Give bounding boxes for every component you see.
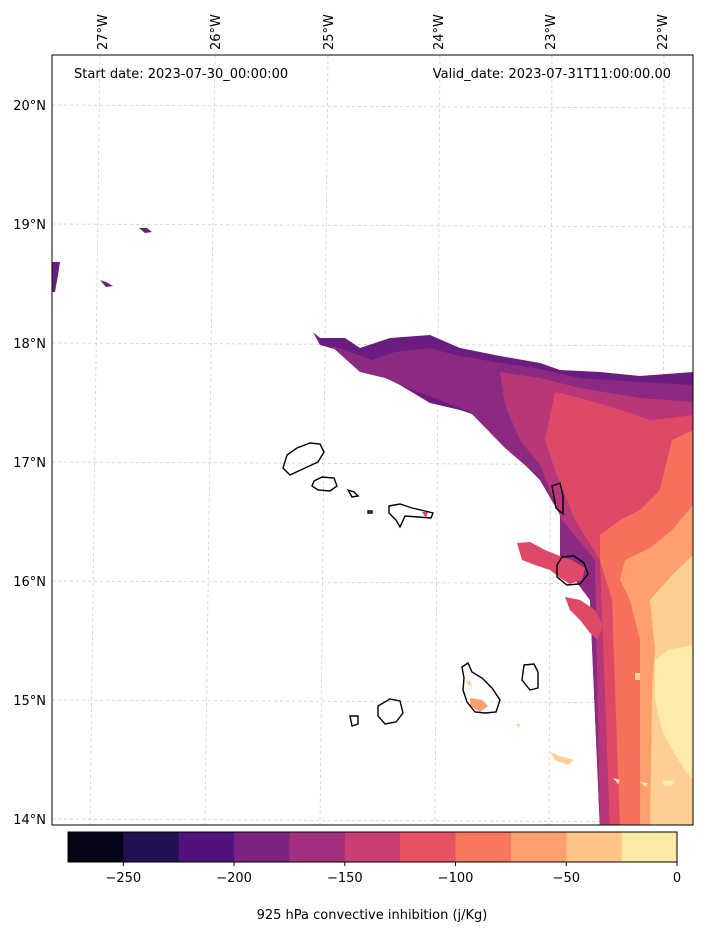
start-date-label: Start date: 2023-07-30_00:00:00 bbox=[74, 67, 288, 82]
colorbar-segment bbox=[621, 832, 678, 862]
cin-fleck-8 bbox=[635, 673, 640, 680]
cin-fleck-12 bbox=[516, 724, 520, 728]
lon-label-22w: 22°W bbox=[656, 14, 671, 50]
lat-label-14n: 14°N bbox=[13, 813, 46, 828]
colorbar-segment bbox=[68, 832, 124, 862]
colorbar-tick-label: −50 bbox=[553, 871, 580, 886]
lat-label-17n: 17°N bbox=[13, 456, 46, 471]
colorbar-tick-label: −150 bbox=[327, 871, 363, 886]
map-frame bbox=[51, 54, 694, 826]
colorbar-tick-label: 0 bbox=[673, 871, 681, 886]
cin-patch-red-2 bbox=[517, 542, 585, 584]
island-sal bbox=[551, 482, 564, 516]
lat-label-18n: 18°N bbox=[13, 337, 46, 352]
island-sao-vicente bbox=[311, 476, 338, 492]
cin-fleck-6 bbox=[466, 680, 472, 688]
cin-field bbox=[52, 228, 693, 825]
colorbar-ticks: −250 −200 −150 −100 −50 0 bbox=[106, 862, 681, 886]
lon-label-24w: 24°W bbox=[432, 14, 447, 50]
cin-fleck-11 bbox=[662, 780, 675, 786]
island-branco bbox=[367, 510, 373, 514]
lon-label-23w: 23°W bbox=[544, 14, 559, 50]
colorbar bbox=[68, 832, 678, 862]
lon-label-25w: 25°W bbox=[322, 14, 337, 50]
island-maio bbox=[521, 663, 539, 691]
colorbar-segment bbox=[510, 832, 567, 862]
lat-label-20n: 20°N bbox=[13, 99, 46, 114]
cin-fleck-3 bbox=[100, 280, 113, 287]
island-brava bbox=[349, 715, 359, 727]
cin-patch-red-3 bbox=[565, 597, 603, 640]
lat-label-15n: 15°N bbox=[13, 694, 46, 709]
island-boa-vista bbox=[556, 555, 589, 586]
lat-label-19n: 19°N bbox=[13, 218, 46, 233]
colorbar-frame bbox=[67, 831, 678, 863]
lon-label-26w: 26°W bbox=[209, 14, 224, 50]
colorbar-segment bbox=[178, 832, 235, 862]
cin-fleck-5 bbox=[470, 698, 488, 712]
lon-label-27w: 27°W bbox=[96, 14, 111, 50]
lat-label-16n: 16°N bbox=[13, 575, 46, 590]
island-sao-nicolau bbox=[388, 503, 434, 529]
valid-date-label: Valid_date: 2023-07-31T11:00:00.00 bbox=[433, 67, 671, 82]
colorbar-segment bbox=[344, 832, 401, 862]
coastlines bbox=[282, 442, 589, 727]
cin-fleck-2 bbox=[139, 228, 152, 233]
cin-fleck-1 bbox=[52, 262, 60, 292]
island-santa-luzia bbox=[346, 488, 360, 498]
colorbar-segment bbox=[400, 832, 457, 862]
colorbar-segment bbox=[234, 832, 290, 862]
island-santo-antao bbox=[282, 442, 325, 476]
colorbar-segment bbox=[566, 832, 623, 862]
cin-fleck-10 bbox=[640, 782, 648, 787]
colorbar-label: 925 hPa convective inhibition (j/Kg) bbox=[257, 908, 488, 923]
island-santiago bbox=[461, 661, 501, 714]
cin-fleck-9 bbox=[613, 778, 620, 784]
colorbar-tick-label: −100 bbox=[438, 871, 474, 886]
colorbar-segment bbox=[123, 832, 180, 862]
cin-band-yellow bbox=[655, 645, 693, 780]
cin-fleck-4 bbox=[422, 512, 428, 518]
colorbar-tick-label: −250 bbox=[106, 871, 142, 886]
island-fogo bbox=[377, 698, 404, 725]
colorbar-tick-label: −200 bbox=[216, 871, 252, 886]
cin-fleck-7 bbox=[550, 752, 574, 765]
colorbar-segment bbox=[455, 832, 512, 862]
colorbar-segment bbox=[289, 832, 346, 862]
